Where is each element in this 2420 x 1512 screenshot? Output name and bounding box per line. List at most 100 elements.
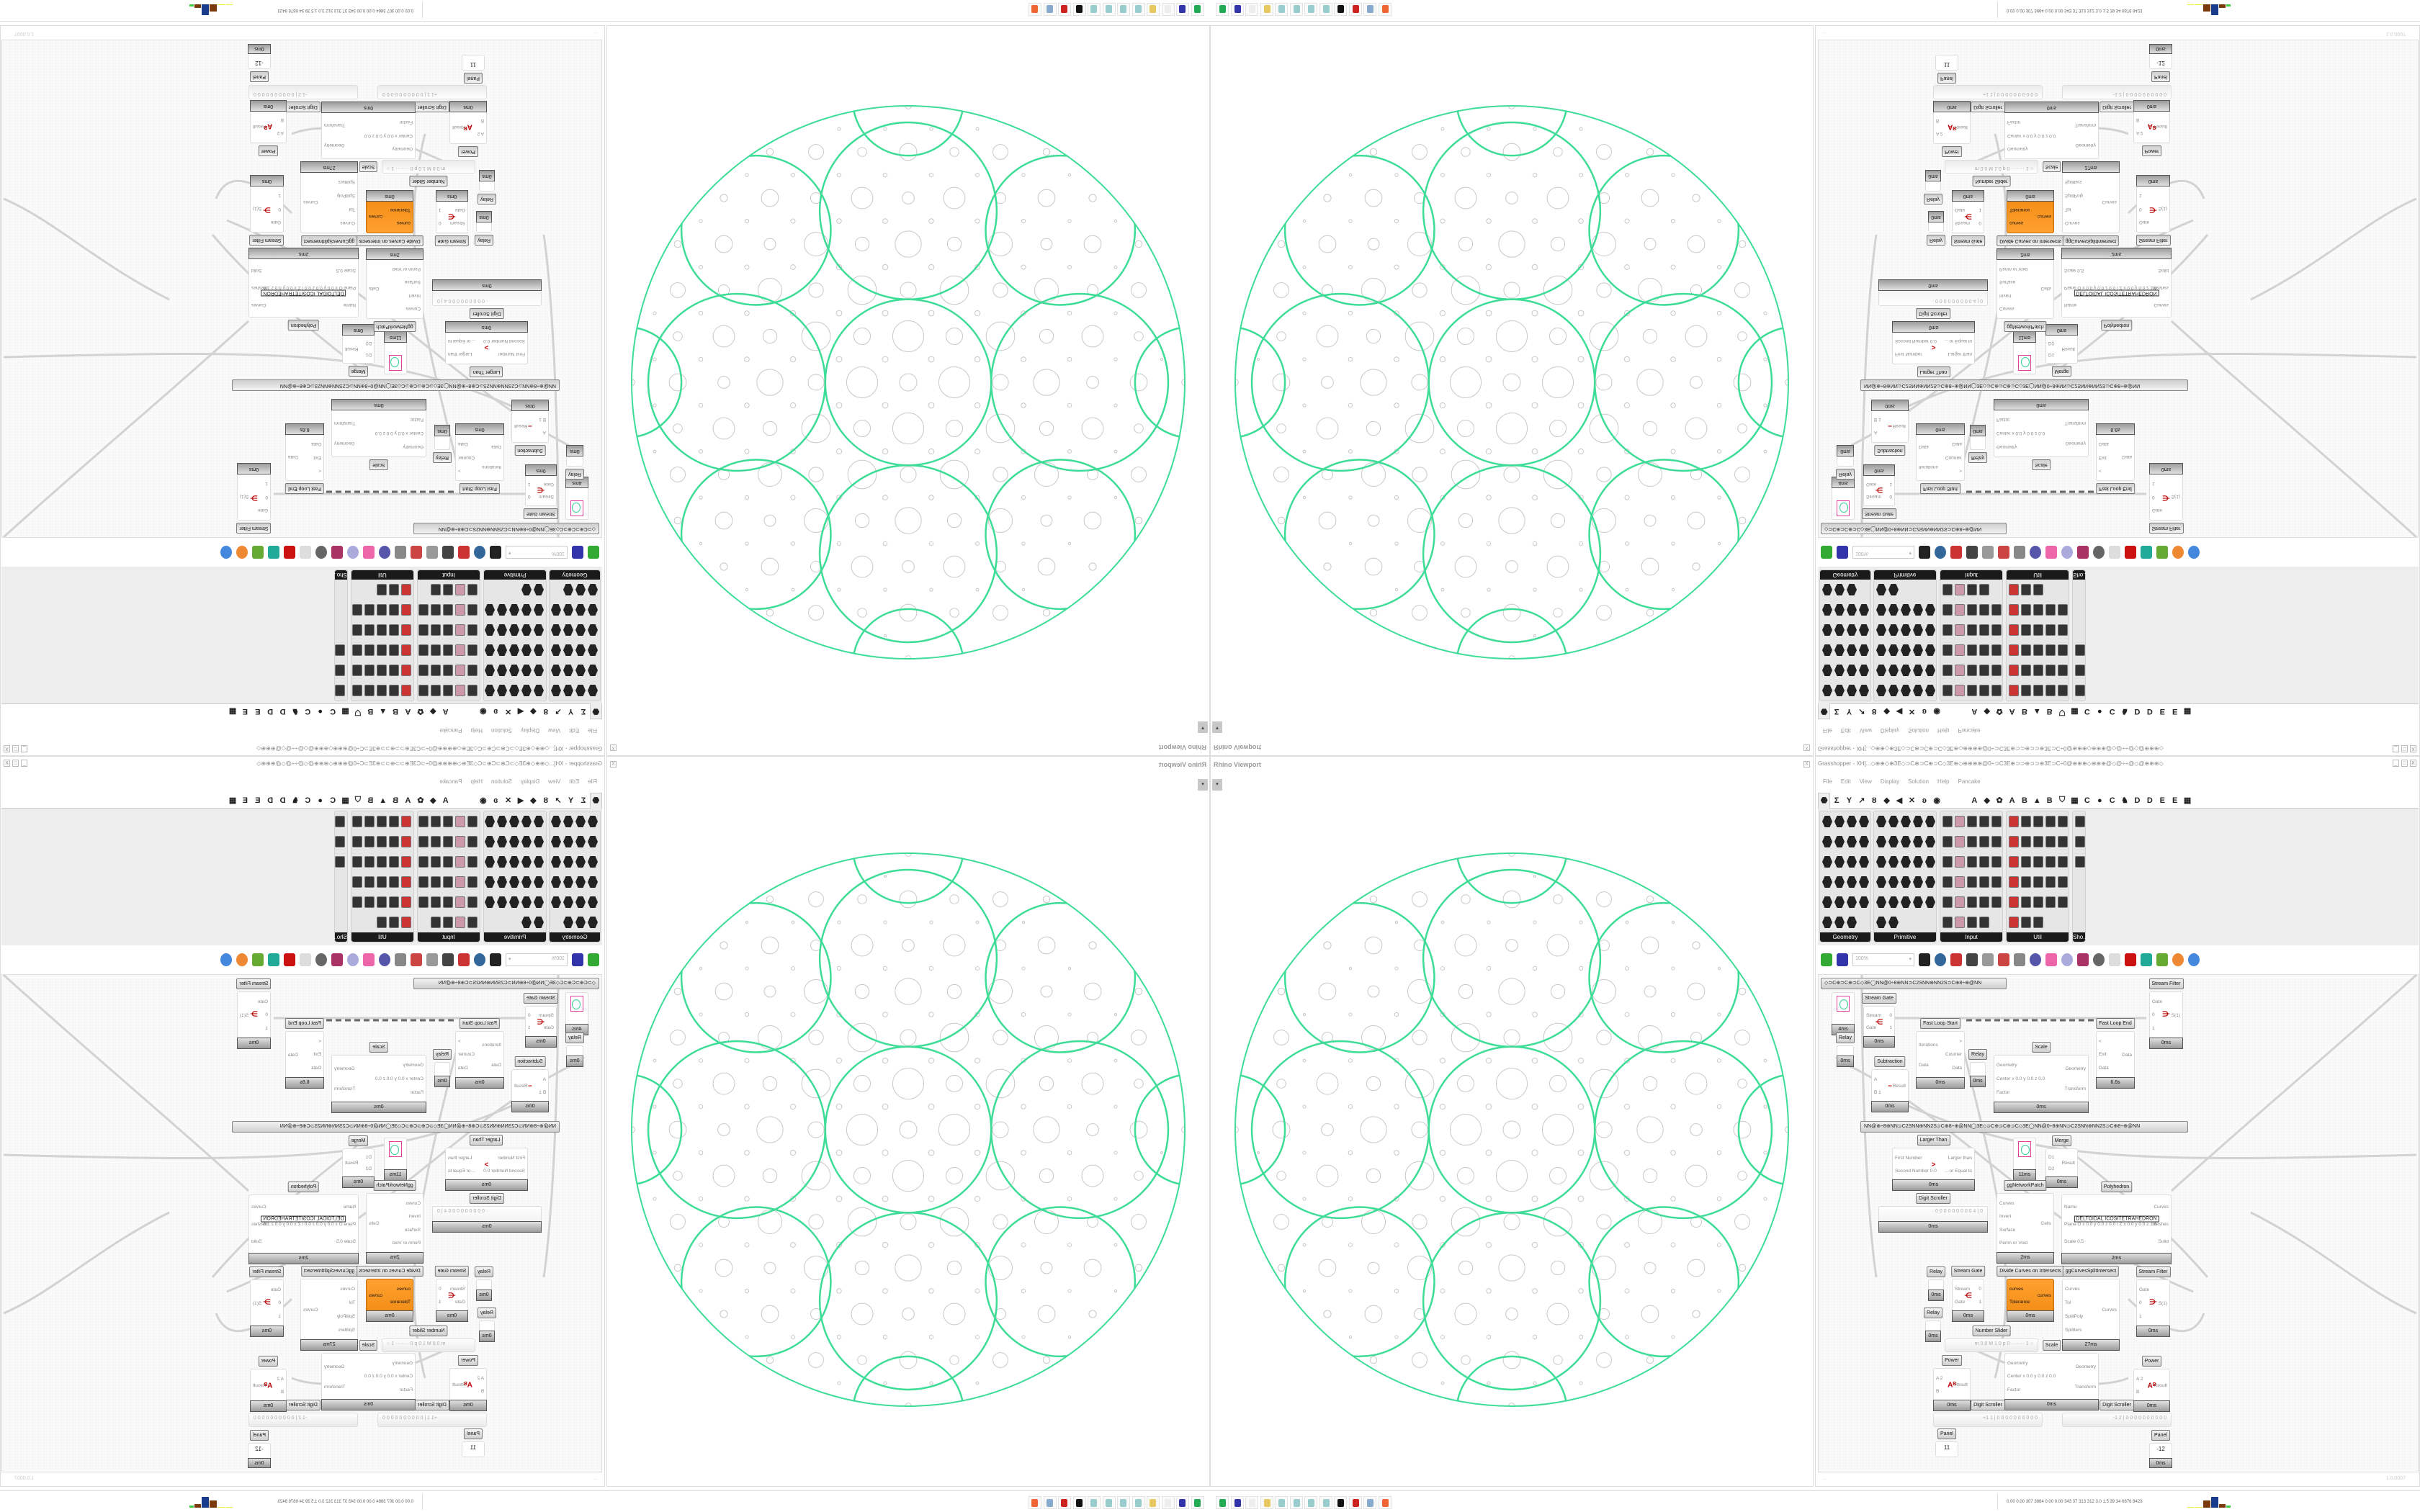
preview-eye-icon[interactable] <box>474 546 485 559</box>
component-icon[interactable] <box>2045 856 2056 868</box>
component-icon[interactable] <box>1822 604 1832 616</box>
output-param[interactable]: S(1) <box>253 206 262 212</box>
component-icon[interactable] <box>2058 665 2068 676</box>
component-icon[interactable] <box>2009 836 2019 847</box>
menu-item-view[interactable]: View <box>548 778 561 785</box>
save-icon[interactable] <box>1837 546 1848 559</box>
relay-component[interactable]: 0ms <box>476 211 492 233</box>
output-param[interactable]: Counter <box>1945 1052 1962 1058</box>
stream-filter-component[interactable]: Gate 0 1 S(1) ⋺ 0ms <box>250 1279 284 1337</box>
tab-icon[interactable]: ▲ <box>2033 796 2041 805</box>
subtraction-label[interactable]: Subtraction <box>514 445 546 456</box>
component-icon[interactable] <box>1901 685 1911 696</box>
component-icon[interactable] <box>389 604 399 616</box>
input-param[interactable]: Geometry <box>403 444 424 449</box>
component-icon[interactable] <box>1913 856 1923 868</box>
scale-component[interactable]: Geometry Center x 0.0 y 0.0 z 0.0 Factor Ge… <box>321 1353 416 1410</box>
ribbon-panel-label[interactable]: Util <box>351 570 413 580</box>
digit-scroller-component[interactable]: · 0 0 0 0 0 0 0 0 0 4 | 0 0ms <box>1878 279 1988 306</box>
input-param[interactable]: D1 <box>365 1155 372 1161</box>
digit-scroller-label[interactable]: Digit Scroller <box>286 1400 321 1410</box>
input-param[interactable]: Gate <box>1955 1299 1966 1305</box>
relay-label[interactable]: Relay <box>1968 452 1987 463</box>
component-icon[interactable] <box>1967 624 1977 636</box>
input-param[interactable]: Center x 0.0 y 0.0 z 0.0 <box>2007 132 2056 138</box>
component-icon[interactable] <box>1847 604 1857 616</box>
stream-filter-label[interactable]: Stream Filter <box>2136 1266 2171 1277</box>
component-icon[interactable] <box>1901 665 1911 676</box>
component-icon[interactable] <box>534 856 544 868</box>
output-param[interactable]: ... or Equal to <box>1944 1168 1972 1174</box>
group-bar[interactable]: NN@⊕÷8⊕NN⊃C2SNN⊕NN2S⊃C⊕8÷⊕@NN◯3E◇⊃C⊕⊃C⊕⊃… <box>1860 1121 2188 1133</box>
component-icon[interactable] <box>364 836 375 847</box>
subtraction-label[interactable]: Subtraction <box>514 1056 546 1067</box>
component-icon[interactable] <box>1834 836 1845 847</box>
output-param[interactable]: Counter <box>1945 454 1962 460</box>
number-slider-label[interactable]: Number Slider <box>1972 176 2011 186</box>
component-icon[interactable] <box>2033 816 2043 827</box>
component-icon[interactable] <box>2021 624 2031 636</box>
floppy-64-icon[interactable] <box>1176 1496 1190 1509</box>
display-icon[interactable] <box>2141 546 2152 559</box>
menu-item-pancake[interactable]: Pancake <box>1958 727 1981 734</box>
component-icon[interactable] <box>401 856 411 868</box>
component-icon[interactable] <box>1942 644 1953 656</box>
component-icon[interactable] <box>1822 644 1832 656</box>
divide-curves-on-intersects-label[interactable]: Divide Curves on Intersects <box>1996 235 2064 246</box>
component-icon[interactable] <box>455 624 465 636</box>
ggnetworkpatch-component[interactable]: Curves Invert Surface Perim or Void Cells 2ms <box>1996 1193 2054 1264</box>
swatch-component[interactable]: 4ms <box>565 477 588 520</box>
sketch-icon[interactable] <box>458 546 470 559</box>
output-param[interactable]: Result <box>345 346 359 351</box>
output-param[interactable]: Cells <box>369 1220 380 1226</box>
tab-icon[interactable]: C <box>305 796 311 805</box>
component-icon[interactable] <box>1876 836 1886 847</box>
component-icon[interactable] <box>2033 604 2043 616</box>
component-icon[interactable] <box>521 917 532 928</box>
input-param[interactable]: D1 <box>2048 351 2055 357</box>
tab-icon[interactable]: ▦ <box>2071 796 2079 805</box>
menu-item-solution[interactable]: Solution <box>490 778 512 785</box>
component-icon[interactable] <box>401 816 411 827</box>
menu-item-display[interactable]: Display <box>520 778 540 785</box>
cluster-icon[interactable] <box>1966 546 1978 559</box>
input-param[interactable]: SplitPoly <box>336 193 355 198</box>
relay-component[interactable]: 0ms <box>476 1279 492 1301</box>
calculator-icon[interactable] <box>1363 3 1376 16</box>
component-value[interactable]: DELTOIDAL ICOSITETRAHEDRON <box>261 1215 346 1223</box>
component-icon[interactable] <box>1925 836 1935 847</box>
tab-icon[interactable]: B <box>393 707 399 716</box>
zoom-extents-icon[interactable] <box>490 953 501 966</box>
component-icon[interactable] <box>521 876 532 888</box>
component-icon[interactable] <box>1822 836 1832 847</box>
power-component[interactable]: A 2 B Result Aᴮ 0ms <box>449 1368 487 1411</box>
input-param[interactable]: < <box>2099 1038 2102 1044</box>
component-icon[interactable] <box>521 624 532 636</box>
email-icon[interactable] <box>426 953 438 966</box>
component-icon[interactable] <box>1847 896 1857 908</box>
input-param[interactable]: A <box>542 1076 546 1082</box>
component-icon[interactable] <box>2009 917 2019 928</box>
tab-icon[interactable]: Y <box>568 707 574 716</box>
output-param[interactable]: Result <box>514 1083 528 1089</box>
input-param[interactable]: Exit <box>2099 454 2107 460</box>
input-param[interactable]: First Number <box>1895 351 1922 357</box>
calculator-icon[interactable] <box>1044 3 1057 16</box>
tab-icon[interactable]: D <box>267 707 274 716</box>
ribbon-panel-label[interactable]: Sho... <box>2073 570 2088 580</box>
merge-label[interactable]: Merge <box>348 1135 369 1146</box>
component-icon[interactable] <box>377 685 387 696</box>
tab-icon[interactable]: ▲ <box>2033 707 2041 716</box>
tab-icon[interactable]: ⬣ <box>589 703 602 720</box>
component-icon[interactable] <box>1822 665 1832 676</box>
input-param[interactable]: Data <box>1919 1062 1929 1068</box>
power-label[interactable]: Power <box>258 1356 279 1367</box>
tab-icon[interactable]: ✿ <box>417 796 424 805</box>
sphere-icon[interactable] <box>2188 546 2200 559</box>
component-value[interactable]: -1 2 | 0 0 0 0 0 0 0 0 0 0 <box>254 1416 308 1421</box>
stream-filter-component[interactable]: Gate 0 1 S(1) ⋺ 0ms <box>237 991 271 1049</box>
digit-scroller-component[interactable]: -1 2 | 0 0 0 0 0 0 0 0 0 0 <box>2062 1413 2172 1427</box>
preview-wire-icon[interactable] <box>2109 546 2120 559</box>
